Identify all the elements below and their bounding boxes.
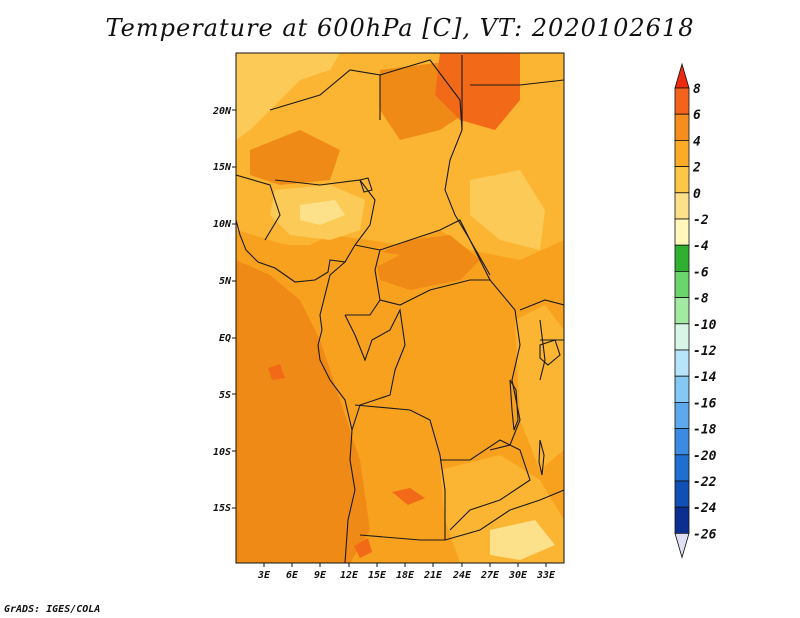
colorbar-label: -2 [693,213,709,228]
colorbar-swatch [674,297,690,325]
colorbar-top-arrow [674,62,690,89]
colorbar-label: 2 [692,161,701,176]
border-cameroon [345,244,381,316]
border-south [444,489,564,541]
lake-malawi [538,439,545,476]
lat-axis: 20N 15N 10N 5N EQ 5S 10S 15S [212,106,232,514]
lat-label: 15S [213,503,231,514]
field-hot-ne [435,53,520,130]
lon-label: 21E [423,570,443,581]
lat-label: 5N [219,276,232,287]
lon-axis: 3E 6E 9E 12E 15E 18E 21E 24E 27E 30E 33E [257,570,556,581]
lat-label: 5S [219,390,231,401]
field-mali-warm [250,130,340,185]
field-hot-south [354,538,372,558]
lat-ticks [232,109,236,509]
colorbar-swatch [674,349,690,377]
colorbar-label: 0 [693,187,701,202]
lake-chad [359,177,373,193]
field-hot-atlantic [268,364,285,380]
lat-label: EQ [219,333,231,344]
colorbar-label: -22 [693,475,717,490]
colorbar-swatch [674,401,690,429]
field-sahel-warm-strip [236,235,400,265]
lon-label: 24E [452,570,472,581]
field-east-africa-cool [515,305,564,470]
colorbar-label: -18 [693,423,717,438]
colorbar-swatch [674,113,690,141]
colorbar-swatch [674,428,690,456]
border-east-africa [519,299,564,381]
lon-label: 3E [257,570,271,581]
colorbar-swatch [674,323,690,351]
colorbar-swatch [674,218,690,246]
field-sahara-coolest [236,53,340,140]
lat-label: 10S [213,447,231,458]
colorbar-label: -8 [693,292,709,307]
colorbar-label: -20 [693,449,717,464]
lake-victoria [539,339,561,366]
colorbar-swatch [674,506,690,534]
colorbar-label: -6 [693,265,709,280]
colorbar-label: -12 [693,344,717,359]
lat-label: 10N [213,219,232,230]
colorbar-swatch [674,87,690,115]
colorbar-swatch [674,192,690,220]
border-zambia [440,439,531,531]
lon-label: 12E [340,570,359,581]
colorbar-label: 8 [693,82,701,97]
lat-label: 20N [212,106,232,117]
grads-credit: GrADS: IGES/COLA [4,604,101,615]
lon-label: 27E [480,570,500,581]
colorbar-swatch [674,139,690,167]
colorbar-swatch [674,166,690,194]
colorbar-label: -26 [693,527,717,542]
coastline-west-africa [236,219,356,563]
colorbar-label: -24 [693,501,717,516]
lon-ticks [263,563,547,567]
colorbar-swatch [674,480,690,508]
colorbar: 8 6 4 2 0 -2 -4 -6 -8 -10 -12 -14 -16 -18 -20 -22 -24 -26 [674,62,717,559]
colorbar-label: -16 [693,396,717,411]
border-congo-drc [344,308,406,431]
border-mali-algeria [269,69,381,120]
lat-label: 15N [213,162,232,173]
lon-label: 9E [314,570,327,581]
colorbar-label: -10 [693,318,717,333]
field-south-coolest [490,520,555,560]
lon-label: 6E [286,570,299,581]
border-libya-sudan [461,55,564,130]
field-hot-angola [392,488,425,505]
colorbar-label: -4 [693,239,709,254]
lon-label: 18E [396,570,415,581]
colorbar-label: 4 [693,134,701,149]
lon-label: 30E [508,570,528,581]
temperature-field [236,53,564,563]
field-east-cool [470,170,545,250]
lon-label: 33E [536,570,556,581]
border-angola [354,404,446,541]
field-car-warm [375,235,480,290]
colorbar-label: -14 [693,370,717,385]
border-burkina [236,174,281,241]
border-niger [379,59,463,131]
country-borders [236,55,564,563]
colorbar-label: 6 [693,108,701,123]
colorbar-swatch [674,244,690,272]
colorbar-swatch [674,270,690,298]
lake-tanganyika [509,379,519,431]
border-car [379,219,491,306]
colorbar-swatch [674,375,690,403]
colorbar-swatch [674,454,690,482]
field-congo-warm [236,260,370,563]
field-nigeria-coolest [300,200,345,225]
map-frame [235,52,565,564]
lon-label: 15E [368,570,387,581]
map-title: Temperature at 600hPa [C], VT: 202010261… [105,14,695,42]
colorbar-bottom-arrow [674,533,690,559]
